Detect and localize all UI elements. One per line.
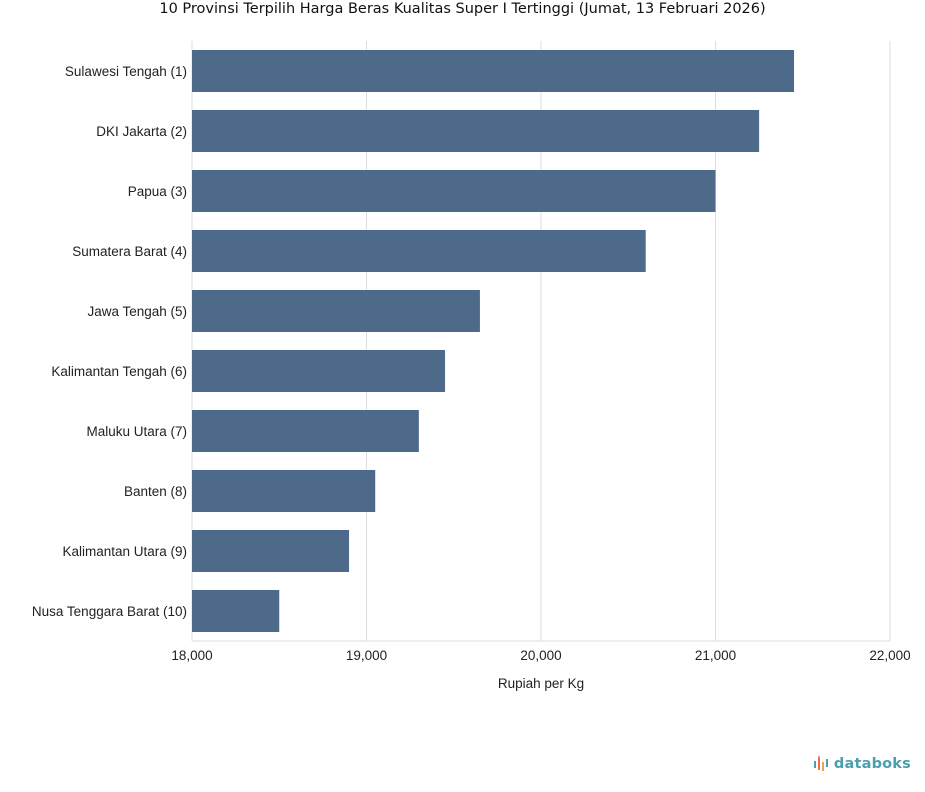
bar <box>192 590 280 632</box>
category-label: Nusa Tenggara Barat (10) <box>32 604 187 619</box>
bar <box>192 110 760 152</box>
category-label: Sumatera Barat (4) <box>72 244 187 259</box>
x-tick-label: 22,000 <box>869 648 910 663</box>
databoks-brand: databoks <box>813 756 911 772</box>
bar <box>192 410 419 452</box>
x-tick-label: 19,000 <box>346 648 387 663</box>
x-axis-title: Rupiah per Kg <box>498 676 584 691</box>
databoks-wordmark: databoks <box>833 756 911 772</box>
bar <box>192 290 480 332</box>
category-label: DKI Jakarta (2) <box>96 124 187 139</box>
category-labels: Sulawesi Tengah (1) DKI Jakarta (2) Papua … <box>32 64 187 619</box>
bar <box>192 230 646 272</box>
category-label: Jawa Tengah (5) <box>87 304 187 319</box>
x-tick-label: 20,000 <box>520 648 561 663</box>
bar <box>192 50 795 92</box>
category-label: Maluku Utara (7) <box>86 424 187 439</box>
bar <box>192 350 446 392</box>
x-tick-labels: 18,000 19,000 20,000 21,000 22,000 <box>171 648 910 663</box>
x-tick-label: 18,000 <box>171 648 212 663</box>
chart-title: 10 Provinsi Terpilih Harga Beras Kualita… <box>159 1 766 17</box>
bar <box>192 530 350 572</box>
x-tick-label: 21,000 <box>695 648 736 663</box>
category-label: Papua (3) <box>128 184 187 199</box>
category-label: Sulawesi Tengah (1) <box>65 64 187 79</box>
bar <box>192 170 716 212</box>
bar <box>192 470 376 512</box>
category-label: Kalimantan Tengah (6) <box>51 364 187 379</box>
category-label: Kalimantan Utara (9) <box>62 544 187 559</box>
databoks-logo-icon <box>813 756 828 771</box>
bars <box>192 50 795 632</box>
category-label: Banten (8) <box>124 484 187 499</box>
